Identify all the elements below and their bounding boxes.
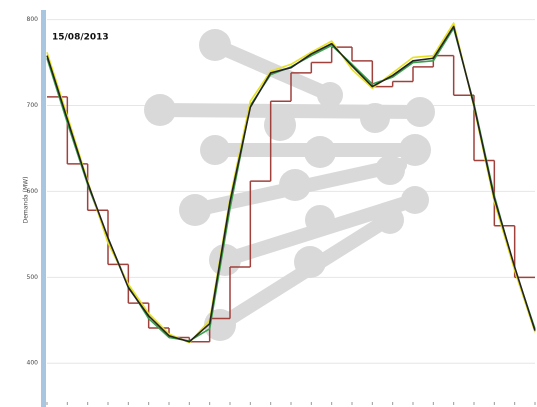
y-axis-bar <box>41 10 46 407</box>
y-axis-label: Demanda (MW) <box>23 177 30 224</box>
date-annotation: 15/08/2013 <box>52 33 109 43</box>
y-tick-label: 700 <box>27 102 39 109</box>
series-line <box>46 22 536 344</box>
y-tick-label: 600 <box>27 188 39 195</box>
series-line <box>46 25 536 343</box>
y-tick-label: 800 <box>27 16 39 23</box>
y-tick-label: 400 <box>27 360 39 367</box>
y-tick-label: 500 <box>27 274 39 281</box>
background-decoration <box>144 29 435 341</box>
